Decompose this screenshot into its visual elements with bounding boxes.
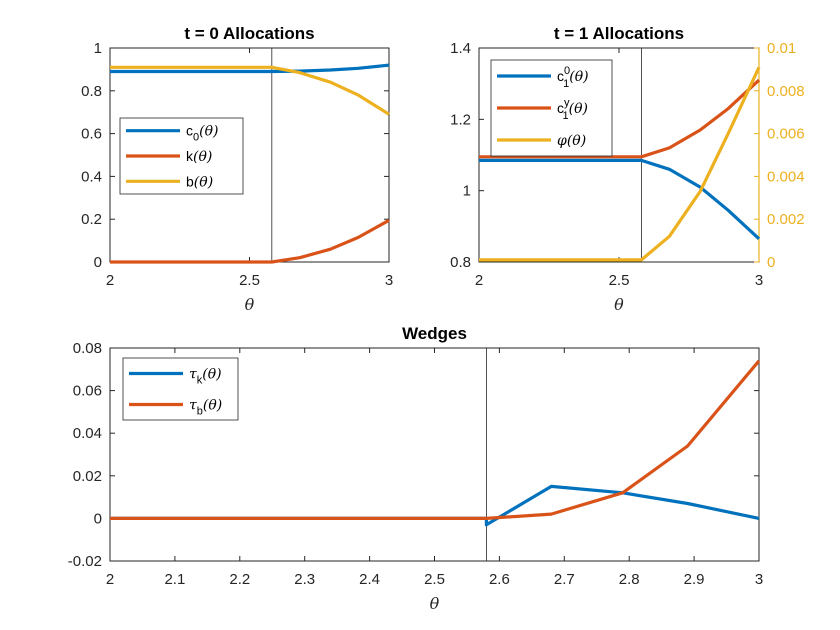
x-tick-label: 2.3 <box>294 571 315 588</box>
legend-label: k(θ) <box>186 148 212 165</box>
y-tick-label: 0.6 <box>81 126 102 143</box>
series-line-1 <box>110 359 761 521</box>
y-right-tick-label: 0.004 <box>767 168 805 185</box>
legend-label-arg: (θ) <box>567 133 586 149</box>
x-tick-label: 3 <box>385 272 393 289</box>
y-tick-label: 1 <box>463 183 471 200</box>
plot-t0-allocations: 2 2.5 300.20.40.60.81t = 0 Allocationsθc0(… <box>81 24 393 314</box>
legend-label-main: k <box>186 148 194 164</box>
x-tick-label: 2.7 <box>554 571 575 588</box>
legend-label-arg: (θ) <box>569 69 588 85</box>
legend-label-main: τ <box>189 398 197 414</box>
y-tick-label: 0 <box>94 510 102 527</box>
y-right-tick-label: 0.008 <box>767 83 805 100</box>
y-tick-label: 1.2 <box>450 111 471 128</box>
x-tick-label: 2 <box>106 571 114 588</box>
x-axis-label: θ <box>430 594 440 613</box>
legend-label: τb(θ) <box>189 398 222 418</box>
legend-label-main: τ <box>189 367 197 383</box>
legend-label: c0 1(θ) <box>557 65 589 90</box>
legend-label-sub: 0 <box>193 132 199 144</box>
x-tick-label: 2.9 <box>684 571 705 588</box>
legend-label-sub: 1 <box>563 78 569 90</box>
plot-wedges: 2 2.1 2.2 2.3 2.4 2.5 2.6 2.7 2.8 2.9 3 -0.02 0 0.02 0… <box>68 324 763 613</box>
x-tick-label: 2.1 <box>164 571 185 588</box>
y-tick-label: 0.04 <box>73 425 102 442</box>
legend-label: τk(θ) <box>189 367 222 387</box>
series-line-2 <box>479 66 761 262</box>
y-tick-label: 1.4 <box>450 40 471 57</box>
legend-label-main: c <box>186 123 193 139</box>
legend-label-main: φ <box>557 133 567 149</box>
x-tick-label: 2.8 <box>619 571 640 588</box>
legend-label-arg: (θ) <box>194 174 213 190</box>
legend-label: φ(θ) <box>557 133 586 149</box>
legend-label-sub: 1 <box>563 110 569 122</box>
x-tick-label: 2.5 <box>239 272 260 289</box>
y-right-tick-label: 0.006 <box>767 126 805 143</box>
legend-label-arg: (θ) <box>202 367 221 383</box>
x-tick-label: 2.6 <box>489 571 510 588</box>
y-tick-label: 0.06 <box>73 383 102 400</box>
plot-t1-allocations: 2 2.5 3 0.8 1 1.2 1.4 0 0.002 0.004 0.006 0.008 0.01… <box>450 24 804 314</box>
y-tick-label: 1 <box>94 40 102 57</box>
x-tick-label: 2 <box>106 272 114 289</box>
legend-label-arg: (θ) <box>203 398 222 414</box>
series-line-2 <box>110 65 390 116</box>
legend-box <box>122 357 239 421</box>
x-tick-label: 3 <box>755 571 763 588</box>
y-tick-label: 0.4 <box>81 168 102 185</box>
x-axis-label: θ <box>614 295 624 314</box>
legend-label-sub: k <box>197 375 203 387</box>
x-tick-label: 3 <box>755 272 763 289</box>
series-line-1 <box>110 218 390 264</box>
chart-title: Wedges <box>402 324 467 343</box>
legend-label: c0(θ) <box>186 123 218 144</box>
y-right-tick-label: 0.002 <box>767 211 805 228</box>
series-line-0 <box>479 158 761 240</box>
legend-label-sub: b <box>197 406 203 418</box>
legend-label: b(θ) <box>186 173 213 190</box>
legend-label-sup: 0 <box>564 65 570 77</box>
legend-label-main: b <box>186 173 194 189</box>
legend-label-arg: (θ) <box>199 124 218 140</box>
legend-label-arg: (θ) <box>193 149 212 165</box>
x-axis-label: θ <box>245 295 255 314</box>
series-line-0 <box>110 63 390 74</box>
chart-title: t = 1 Allocations <box>554 24 684 43</box>
y-right-tick-label: 0.01 <box>767 40 796 57</box>
y-tick-label: 0.2 <box>81 211 102 228</box>
legend-label-sup: y <box>564 97 570 109</box>
x-tick-label: 2 <box>475 272 483 289</box>
x-tick-label: 2.4 <box>359 571 380 588</box>
x-tick-label: 2.5 <box>424 571 445 588</box>
legend-label-main: c <box>557 100 564 116</box>
y-tick-label: 0.8 <box>81 83 102 100</box>
y-tick-label: 0.02 <box>73 468 102 485</box>
y-tick-label: 0.8 <box>450 254 471 271</box>
legend-label-main: c <box>557 68 564 84</box>
y-tick-label: -0.02 <box>68 553 102 570</box>
y-tick-label: 0 <box>94 254 102 271</box>
x-tick-label: 2.2 <box>229 571 250 588</box>
y-tick-label: 0.08 <box>73 340 102 357</box>
y-right-tick-label: 0 <box>767 254 775 271</box>
legend-label-arg: (θ) <box>569 101 588 117</box>
chart-title: t = 0 Allocations <box>184 24 314 43</box>
legend-label: cy 1(θ) <box>557 97 588 122</box>
x-tick-label: 2.5 <box>609 272 630 289</box>
series-line-1 <box>479 78 761 159</box>
